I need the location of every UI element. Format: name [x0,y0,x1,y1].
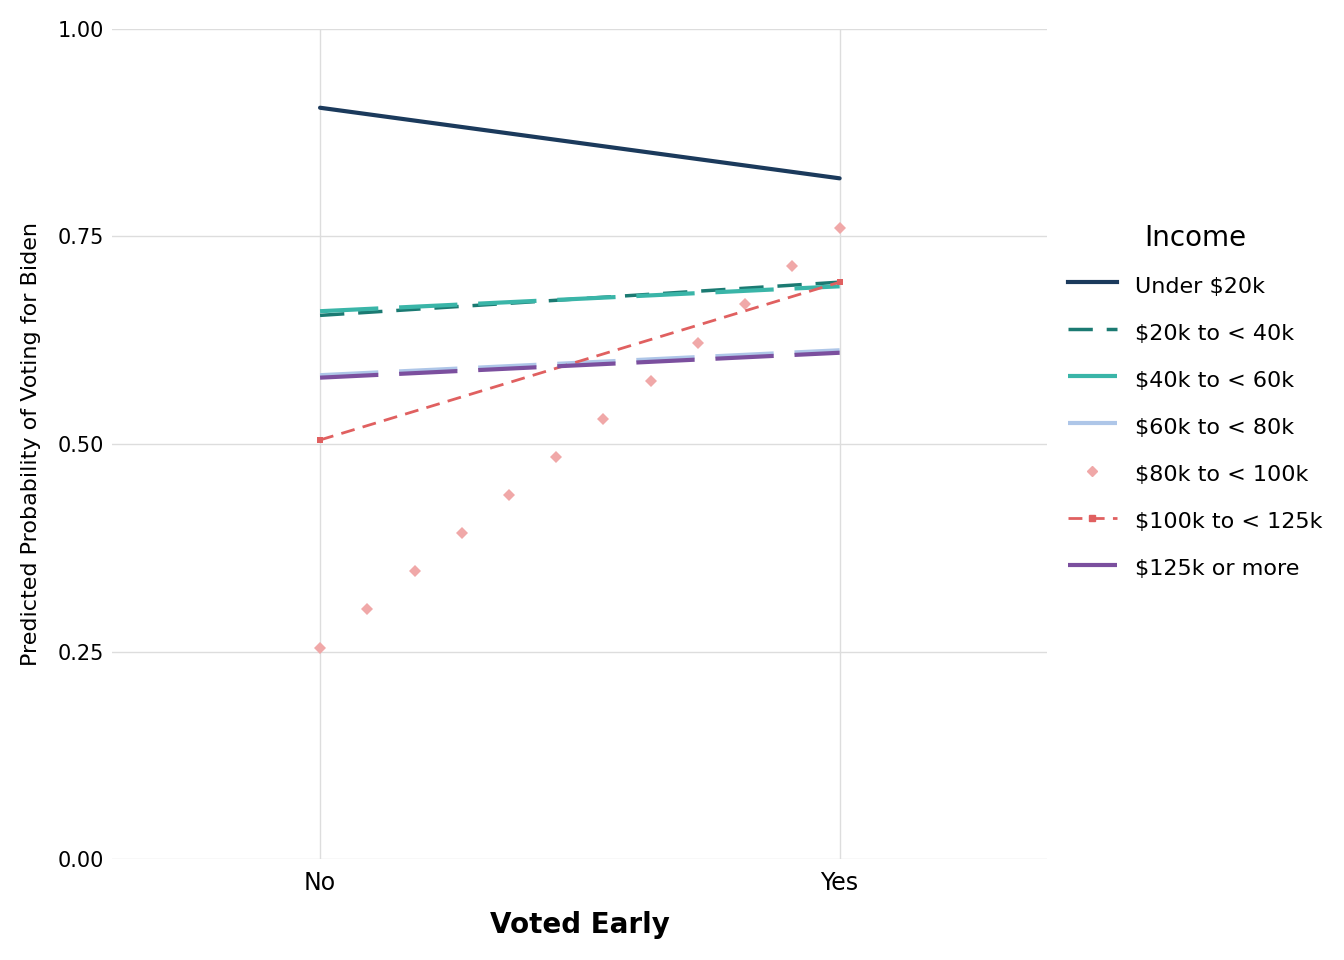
Legend: Under $20k, $20k to < 40k, $40k to < 60k, $60k to < 80k, $80k to < 100k, $100k t: Under $20k, $20k to < 40k, $40k to < 60k… [1068,224,1322,582]
X-axis label: Voted Early: Voted Early [491,911,669,939]
Y-axis label: Predicted Probability of Voting for Biden: Predicted Probability of Voting for Bide… [22,222,40,666]
